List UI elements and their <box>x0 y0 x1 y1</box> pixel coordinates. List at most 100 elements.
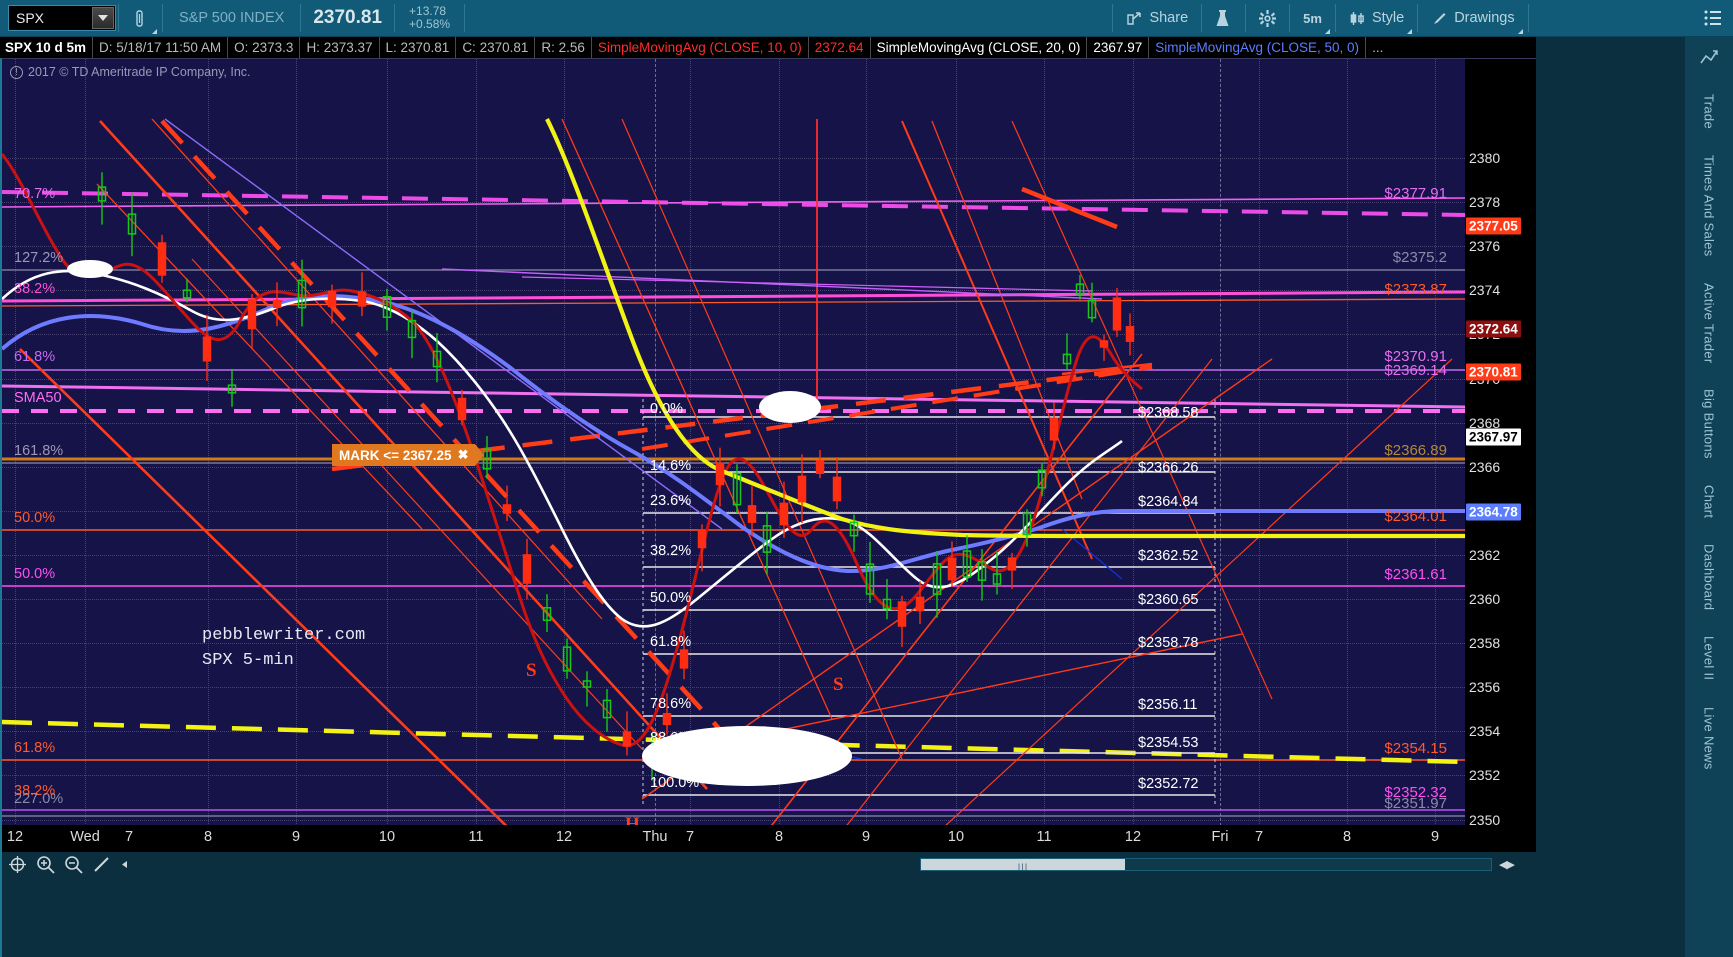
fib-price-label: $2360.65 <box>1138 592 1199 608</box>
divider <box>118 4 119 32</box>
time-tick: 12 <box>6 829 24 845</box>
pencil-icon[interactable] <box>92 855 111 874</box>
mark-order-label: MARK <= 2367.25 <box>339 447 452 463</box>
sidebar-tab-level-ii[interactable]: Level II <box>1701 636 1717 681</box>
symbol-dropdown-button[interactable] <box>92 7 114 29</box>
fib-level-label: 61.8% <box>14 349 56 365</box>
divider <box>394 4 396 32</box>
grid-line <box>866 59 867 825</box>
fib-level-label: 227.0% <box>14 791 64 807</box>
zoom-in-icon[interactable] <box>36 855 55 874</box>
chart-plot-area[interactable]: ! 2017 © TD Ameritrade IP Company, Inc. … <box>2 59 1465 825</box>
fib-level-label: 50.0% <box>14 510 56 526</box>
crosshair-icon[interactable] <box>8 855 27 874</box>
chart-scroll-area[interactable]: III ◀▶ <box>920 857 1528 872</box>
change-absolute: +13.78 <box>409 4 447 18</box>
time-tick: 11 <box>468 829 484 845</box>
study-price-label: $2377.91 <box>1384 185 1447 202</box>
gear-icon <box>1259 9 1277 27</box>
fib-price-label: $2368.58 <box>1138 405 1199 421</box>
session-divider <box>655 59 656 825</box>
price-tag[interactable]: 2364.78 <box>1466 503 1521 521</box>
scrollbar-thumb[interactable]: III <box>921 858 1125 872</box>
flask-icon <box>1215 9 1232 27</box>
price-tick: 2350 <box>1469 811 1501 826</box>
grid-line <box>564 59 565 825</box>
timeframe-button[interactable]: 5m <box>1292 0 1333 37</box>
study-sma50-label[interactable]: SimpleMovingAvg (CLOSE, 50, 0) <box>1149 37 1367 58</box>
index-name: S&P 500 INDEX <box>179 10 285 26</box>
fib-retracement-label: 0.0% <box>650 401 684 417</box>
hamburger-menu-icon[interactable] <box>1704 10 1721 27</box>
symbol-input[interactable]: SPX <box>8 5 116 31</box>
settings-button[interactable] <box>1248 0 1287 37</box>
grid-line <box>1347 59 1348 825</box>
time-tick: 11 <box>1036 829 1052 845</box>
fib-retracement-label: 61.8% <box>650 634 692 650</box>
fib-price-label: $2362.52 <box>1138 548 1199 564</box>
price-tag[interactable]: 2370.81 <box>1466 363 1521 381</box>
price-tick: 2380 <box>1469 150 1501 166</box>
divider <box>1334 4 1336 32</box>
price-tag[interactable]: 2372.64 <box>1466 320 1521 338</box>
info-icon: ! <box>10 65 23 79</box>
study-sma10-label[interactable]: SimpleMovingAvg (CLOSE, 10, 0) <box>592 37 809 58</box>
study-sma20-label[interactable]: SimpleMovingAvg (CLOSE, 20, 0) <box>871 37 1088 58</box>
divider <box>464 4 466 32</box>
style-button[interactable]: Style <box>1338 0 1415 37</box>
sidebar-tab-chart[interactable]: Chart <box>1701 484 1717 519</box>
close-icon[interactable]: ✖ <box>457 447 469 462</box>
mark-order-flag[interactable]: MARK <= 2367.25 ✖ <box>332 444 485 466</box>
price-tag[interactable]: 2367.97 <box>1466 428 1521 446</box>
study-sma20-value: 2367.97 <box>1087 37 1150 58</box>
grid-line <box>2 599 1465 600</box>
zoom-out-icon[interactable] <box>64 855 83 874</box>
price-scale[interactable]: 2380237823762374237223702368236623642362… <box>1465 59 1536 825</box>
grid-line <box>2 422 1465 424</box>
info-date: D: 5/18/17 11:50 AM <box>93 37 229 58</box>
caret-icon <box>1324 28 1330 34</box>
horizontal-scrollbar[interactable]: III <box>920 857 1492 872</box>
bottom-bar: III ◀▶ <box>0 852 1536 957</box>
price-tick: 2360 <box>1469 591 1501 607</box>
grid-line <box>1044 59 1045 825</box>
grid-line <box>2 554 1465 556</box>
pencil-icon <box>1431 10 1448 27</box>
scroll-arrows[interactable]: ◀▶ <box>1499 858 1515 871</box>
fib-retracement-label: 78.6% <box>650 696 692 712</box>
sidebar-tab-dashboard[interactable]: Dashboard <box>1701 544 1717 611</box>
sidebar-tab-live-news[interactable]: Live News <box>1701 706 1717 770</box>
chart-watermark: pebblewriter.com SPX 5-min <box>202 623 365 673</box>
chevron-down-icon <box>98 15 108 21</box>
price-tick: 2358 <box>1469 635 1501 652</box>
sidebar-tab-big-buttons[interactable]: Big Buttons <box>1701 389 1717 459</box>
grid-line <box>1259 59 1260 825</box>
fib-level-label: 50.0% <box>14 566 56 582</box>
time-axis[interactable]: 12 Wed 7 8 9 10 11 12 Thu 7 8 9 10 11 12 Fri 7 8 9 <box>0 825 1536 852</box>
share-icon <box>1126 10 1143 27</box>
grid-line <box>2 334 1465 336</box>
link-symbol-button[interactable] <box>121 0 160 37</box>
fib-retracement-label: 50.0% <box>650 590 692 606</box>
studies-flask-button[interactable] <box>1204 0 1243 37</box>
price-tag[interactable]: 2377.05 <box>1466 217 1521 235</box>
right-sidebar-header <box>1536 0 1733 37</box>
chart-lines-icon[interactable] <box>1700 49 1718 71</box>
change-percent: +0.58% <box>409 17 451 31</box>
sidebar-tab-trade[interactable]: Trade <box>1701 94 1717 129</box>
sidebar-tab-active-trader[interactable]: Active Trader <box>1701 282 1717 364</box>
share-button[interactable]: Share <box>1115 0 1199 37</box>
fib-retracement-label: 23.6% <box>650 493 692 509</box>
info-more[interactable]: ... <box>1372 40 1384 55</box>
study-price-label: $2373.87 <box>1384 281 1447 298</box>
time-tick: Fri <box>1211 829 1229 845</box>
drawings-button[interactable]: Drawings <box>1420 0 1525 37</box>
price-change: +13.78 +0.58% <box>397 5 462 31</box>
sidebar-tab-times-and-sales[interactable]: Times And Sales <box>1701 154 1717 257</box>
collapse-left-icon[interactable] <box>120 855 130 874</box>
time-tick: 7 <box>1254 829 1264 845</box>
style-label: Style <box>1371 10 1405 26</box>
chart-container[interactable]: ! 2017 © TD Ameritrade IP Company, Inc. … <box>0 58 1536 825</box>
caret-icon <box>1407 28 1413 34</box>
grid-line <box>2 643 1465 645</box>
